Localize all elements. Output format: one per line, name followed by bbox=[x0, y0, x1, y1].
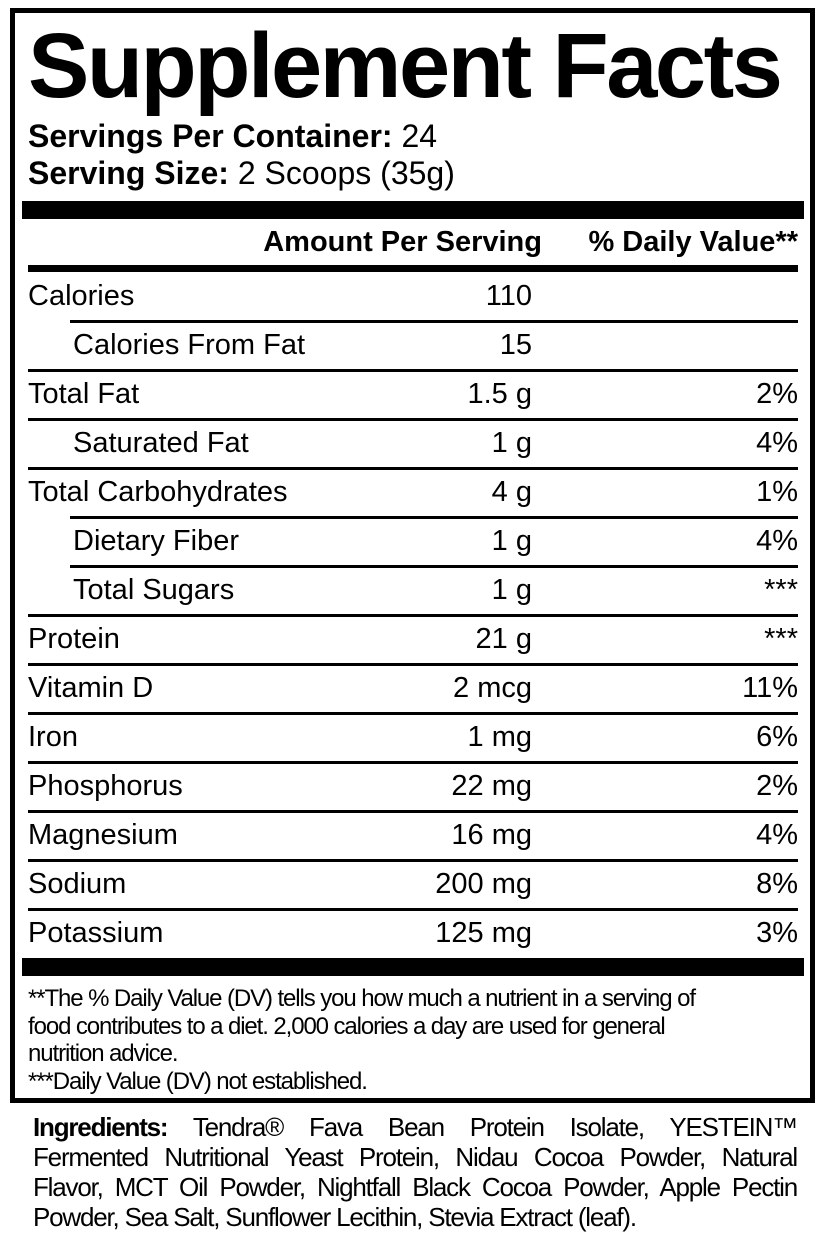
footnote-line: **The % Daily Value (DV) tells you how m… bbox=[28, 985, 696, 1013]
nutrient-amount: 200 mg bbox=[435, 868, 532, 901]
nutrient-amount: 1 mg bbox=[467, 721, 532, 754]
divider-bar-top bbox=[22, 201, 804, 220]
nutrient-amount: 4 g bbox=[491, 476, 532, 509]
nutrient-amount: 1 g bbox=[491, 427, 532, 460]
ingredients-line: Flavor, MCT Oil Powder, Nightfall Black … bbox=[33, 1172, 798, 1202]
nutrient-daily-value: *** bbox=[764, 574, 798, 607]
divider-bar-bottom bbox=[22, 958, 804, 977]
nutrient-name: Magnesium bbox=[28, 819, 178, 852]
nutrient-row: Total Sugars 1 g *** bbox=[28, 565, 798, 615]
nutrient-amount: 1.5 g bbox=[467, 378, 533, 411]
nutrient-row: Dietary Fiber 1 g 4% bbox=[28, 516, 798, 566]
nutrient-daily-value: 4% bbox=[756, 819, 798, 852]
nutrient-row: Calories 110 bbox=[28, 272, 798, 321]
nutrient-row: Magnesium 16 mg 4% bbox=[28, 810, 798, 860]
nutrient-row: Iron 1 mg 6% bbox=[28, 712, 798, 762]
nutrient-name: Total Sugars bbox=[73, 574, 235, 607]
nutrient-amount: 2 mcg bbox=[453, 672, 532, 705]
ingredients-label: Ingredients: bbox=[33, 1112, 169, 1142]
header-daily-value: % Daily Value** bbox=[588, 225, 798, 258]
ingredients-line: Powder, Sea Salt, Sunflower Lecithin, St… bbox=[33, 1202, 637, 1232]
footnote-line: nutrition advice. bbox=[28, 1040, 179, 1068]
nutrient-daily-value: 4% bbox=[756, 427, 798, 460]
nutrient-daily-value: 11% bbox=[742, 672, 798, 705]
header-amount-per-serving: Amount Per Serving bbox=[263, 225, 542, 258]
servings-per-container-value: 24 bbox=[401, 118, 438, 155]
page-title: Supplement Facts bbox=[28, 15, 783, 117]
nutrient-name: Phosphorus bbox=[28, 770, 183, 803]
servings-per-container-label: Servings Per Container: bbox=[28, 118, 393, 155]
nutrient-daily-value: 1% bbox=[756, 476, 798, 509]
footnote-line: ***Daily Value (DV) not established. bbox=[28, 1067, 368, 1095]
servings-per-container-line: Servings Per Container: 24 bbox=[28, 118, 798, 155]
nutrient-table: Calories 110 Calories From Fat 15 Total Fat 1… bbox=[28, 272, 798, 958]
nutrient-name: Sodium bbox=[28, 868, 127, 901]
ingredients-line: Ingredients: Tendra® Fava Bean Protein I… bbox=[33, 1112, 798, 1142]
nutrient-daily-value: *** bbox=[764, 623, 798, 656]
nutrient-row: Protein 21 g *** bbox=[28, 614, 798, 664]
nutrient-row: Potassium 125 mg 3% bbox=[28, 908, 798, 958]
nutrient-name: Iron bbox=[28, 721, 78, 754]
table-header-row: Amount Per Serving % Daily Value** bbox=[28, 219, 798, 265]
nutrient-name: Calories From Fat bbox=[73, 329, 306, 362]
nutrient-daily-value: 2% bbox=[756, 378, 798, 411]
nutrient-name: Dietary Fiber bbox=[73, 525, 239, 558]
nutrient-name: Protein bbox=[28, 623, 120, 656]
nutrient-row: Total Carbohydrates 4 g 1% bbox=[28, 467, 798, 517]
nutrient-row: Vitamin D 2 mcg 11% bbox=[28, 663, 798, 713]
facts-box: Supplement Facts Servings Per Container:… bbox=[10, 8, 815, 1103]
serving-size-label: Serving Size: bbox=[28, 155, 229, 192]
footnotes: **The % Daily Value (DV) tells you how m… bbox=[28, 985, 798, 1095]
ingredients-section: Ingredients: Tendra® Fava Bean Protein I… bbox=[33, 1112, 798, 1232]
nutrient-amount: 15 bbox=[499, 329, 532, 362]
nutrient-row: Calories From Fat 15 bbox=[28, 320, 798, 370]
serving-size-value: 2 Scoops (35g) bbox=[237, 155, 455, 192]
nutrient-row: Sodium 200 mg 8% bbox=[28, 859, 798, 909]
header-separator bbox=[28, 265, 798, 273]
nutrient-daily-value: 3% bbox=[756, 917, 798, 950]
nutrient-name: Total Fat bbox=[28, 378, 140, 411]
nutrient-amount: 1 g bbox=[491, 574, 532, 607]
ingredients-line: Fermented Nutritional Yeast Protein, Nid… bbox=[33, 1142, 798, 1172]
nutrient-row: Phosphorus 22 mg 2% bbox=[28, 761, 798, 811]
nutrient-daily-value: 6% bbox=[756, 721, 798, 754]
nutrient-daily-value: 2% bbox=[756, 770, 798, 803]
nutrient-daily-value: 8% bbox=[756, 868, 798, 901]
nutrient-amount: 16 mg bbox=[451, 819, 532, 852]
nutrient-daily-value: 4% bbox=[756, 525, 798, 558]
footnote-line: food contributes to a diet. 2,000 calori… bbox=[28, 1012, 666, 1040]
nutrient-amount: 125 mg bbox=[435, 917, 532, 950]
serving-info: Servings Per Container: 24 Serving Size:… bbox=[28, 118, 798, 192]
nutrient-amount: 110 bbox=[485, 280, 532, 313]
nutrient-name: Saturated Fat bbox=[73, 427, 249, 460]
nutrient-amount: 1 g bbox=[491, 525, 532, 558]
serving-size-line: Serving Size: 2 Scoops (35g) bbox=[28, 155, 798, 192]
nutrient-row: Saturated Fat 1 g 4% bbox=[28, 418, 798, 468]
nutrient-name: Calories bbox=[28, 280, 135, 313]
nutrient-amount: 21 g bbox=[475, 623, 532, 656]
nutrient-amount: 22 mg bbox=[451, 770, 532, 803]
facts-box-inner: Supplement Facts Servings Per Container:… bbox=[15, 15, 810, 1095]
nutrient-row: Total Fat 1.5 g 2% bbox=[28, 369, 798, 419]
nutrient-name: Potassium bbox=[28, 917, 164, 950]
nutrient-name: Vitamin D bbox=[28, 672, 154, 705]
nutrient-name: Total Carbohydrates bbox=[28, 476, 288, 509]
